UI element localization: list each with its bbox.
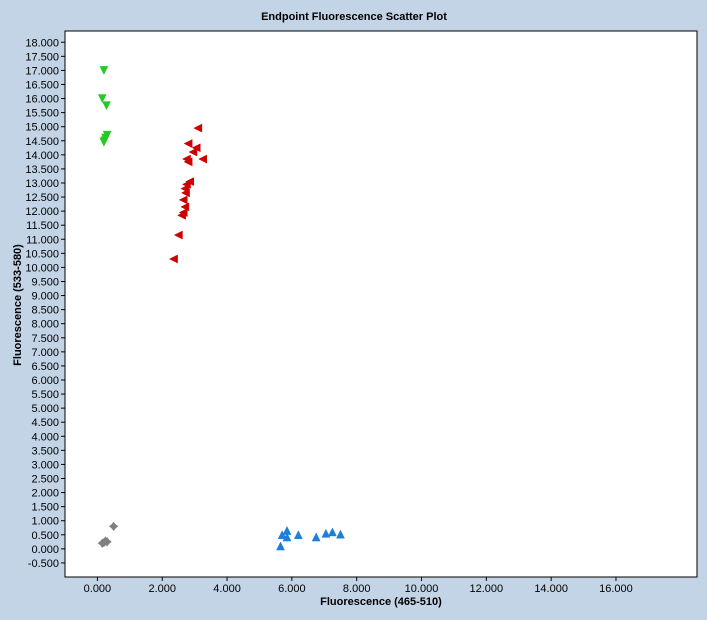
data-point — [102, 101, 111, 111]
data-point — [181, 188, 190, 198]
x-tick-label: 16.000 — [599, 583, 633, 595]
y-tick-label: 2.000 — [31, 488, 59, 500]
y-tick-label: 0.500 — [31, 530, 59, 542]
plot-area — [64, 30, 698, 578]
x-tick-label: 10.000 — [405, 583, 439, 595]
y-tick-label: 8.000 — [31, 319, 59, 331]
data-point — [336, 529, 345, 539]
data-point — [178, 195, 188, 205]
y-tick-label: 12.000 — [25, 206, 59, 218]
x-tick-label: 6.000 — [278, 583, 306, 595]
x-tick-label: 14.000 — [534, 583, 568, 595]
data-point — [198, 154, 207, 164]
data-point — [311, 532, 321, 542]
data-point — [327, 527, 337, 537]
y-tick-label: 5.000 — [31, 403, 59, 415]
data-point — [183, 157, 193, 167]
y-tick-label: 8.500 — [31, 305, 59, 317]
data-point — [99, 137, 109, 147]
data-point — [276, 541, 285, 551]
y-tick-label: -0.500 — [28, 558, 59, 570]
data-point — [293, 530, 303, 540]
y-tick-label: 5.500 — [31, 389, 59, 401]
y-tick-label: 13.500 — [25, 164, 59, 176]
data-point — [173, 230, 183, 240]
y-tick-label: 4.500 — [31, 417, 59, 429]
data-point — [169, 254, 178, 264]
data-point — [97, 94, 107, 104]
chart-title: Endpoint Fluorescence Scatter Plot — [261, 11, 447, 23]
y-tick-label: 12.500 — [25, 192, 59, 204]
data-point — [97, 538, 107, 548]
y-axis-ticks: -0.500 0.000 0.500 1.000 1.500 2.000 2.500 3.00… — [25, 37, 65, 570]
y-tick-label: 14.000 — [25, 150, 59, 162]
y-tick-label: 15.500 — [25, 108, 59, 120]
y-tick-label: 1.500 — [31, 502, 59, 514]
data-point — [183, 139, 193, 148]
y-tick-label: 11.000 — [26, 234, 59, 246]
data-point — [193, 123, 203, 133]
data-point — [177, 210, 186, 220]
x-tick-label: 8.000 — [343, 583, 371, 595]
x-tick-label: 4.000 — [213, 583, 241, 595]
y-tick-label: 17.500 — [25, 51, 59, 63]
y-tick-label: 18.000 — [25, 37, 59, 49]
y-tick-label: 3.000 — [31, 459, 59, 471]
y-tick-label: 16.500 — [25, 79, 59, 91]
scatter-points — [97, 66, 345, 551]
x-tick-label: 0.000 — [84, 583, 112, 595]
y-tick-label: 7.500 — [31, 333, 59, 345]
y-tick-label: 14.500 — [25, 136, 59, 148]
y-tick-label: 13.000 — [25, 178, 59, 190]
y-tick-label: 16.000 — [25, 94, 59, 106]
y-tick-label: 15.000 — [25, 122, 59, 134]
y-tick-label: 1.000 — [31, 516, 59, 528]
y-tick-label: 17.000 — [25, 65, 59, 77]
data-point — [282, 532, 292, 542]
y-tick-label: 2.500 — [31, 473, 59, 485]
data-point — [277, 530, 287, 540]
x-axis-ticks: 0.000 2.000 4.000 6.000 8.000 10.000 12.000 14.… — [84, 577, 633, 595]
x-tick-label: 12.000 — [470, 583, 504, 595]
y-axis-label: Fluorescence (533-580) — [12, 244, 24, 366]
y-tick-label: 0.000 — [31, 544, 59, 556]
data-point — [99, 66, 109, 75]
y-tick-label: 10.000 — [25, 262, 59, 274]
y-tick-label: 3.500 — [31, 445, 59, 457]
x-axis-label: Fluorescence (465-510) — [320, 596, 442, 608]
y-tick-label: 7.000 — [31, 347, 59, 359]
data-point — [108, 521, 119, 531]
data-point — [321, 528, 331, 538]
y-tick-label: 11.500 — [26, 220, 59, 232]
y-tick-label: 4.000 — [31, 431, 59, 443]
y-tick-label: 10.500 — [25, 248, 59, 260]
y-tick-label: 9.000 — [31, 291, 59, 303]
y-tick-label: 9.500 — [31, 276, 59, 288]
data-point — [188, 147, 198, 157]
x-tick-label: 2.000 — [148, 583, 176, 595]
y-tick-label: 6.500 — [31, 361, 59, 373]
y-tick-label: 6.000 — [31, 375, 59, 387]
